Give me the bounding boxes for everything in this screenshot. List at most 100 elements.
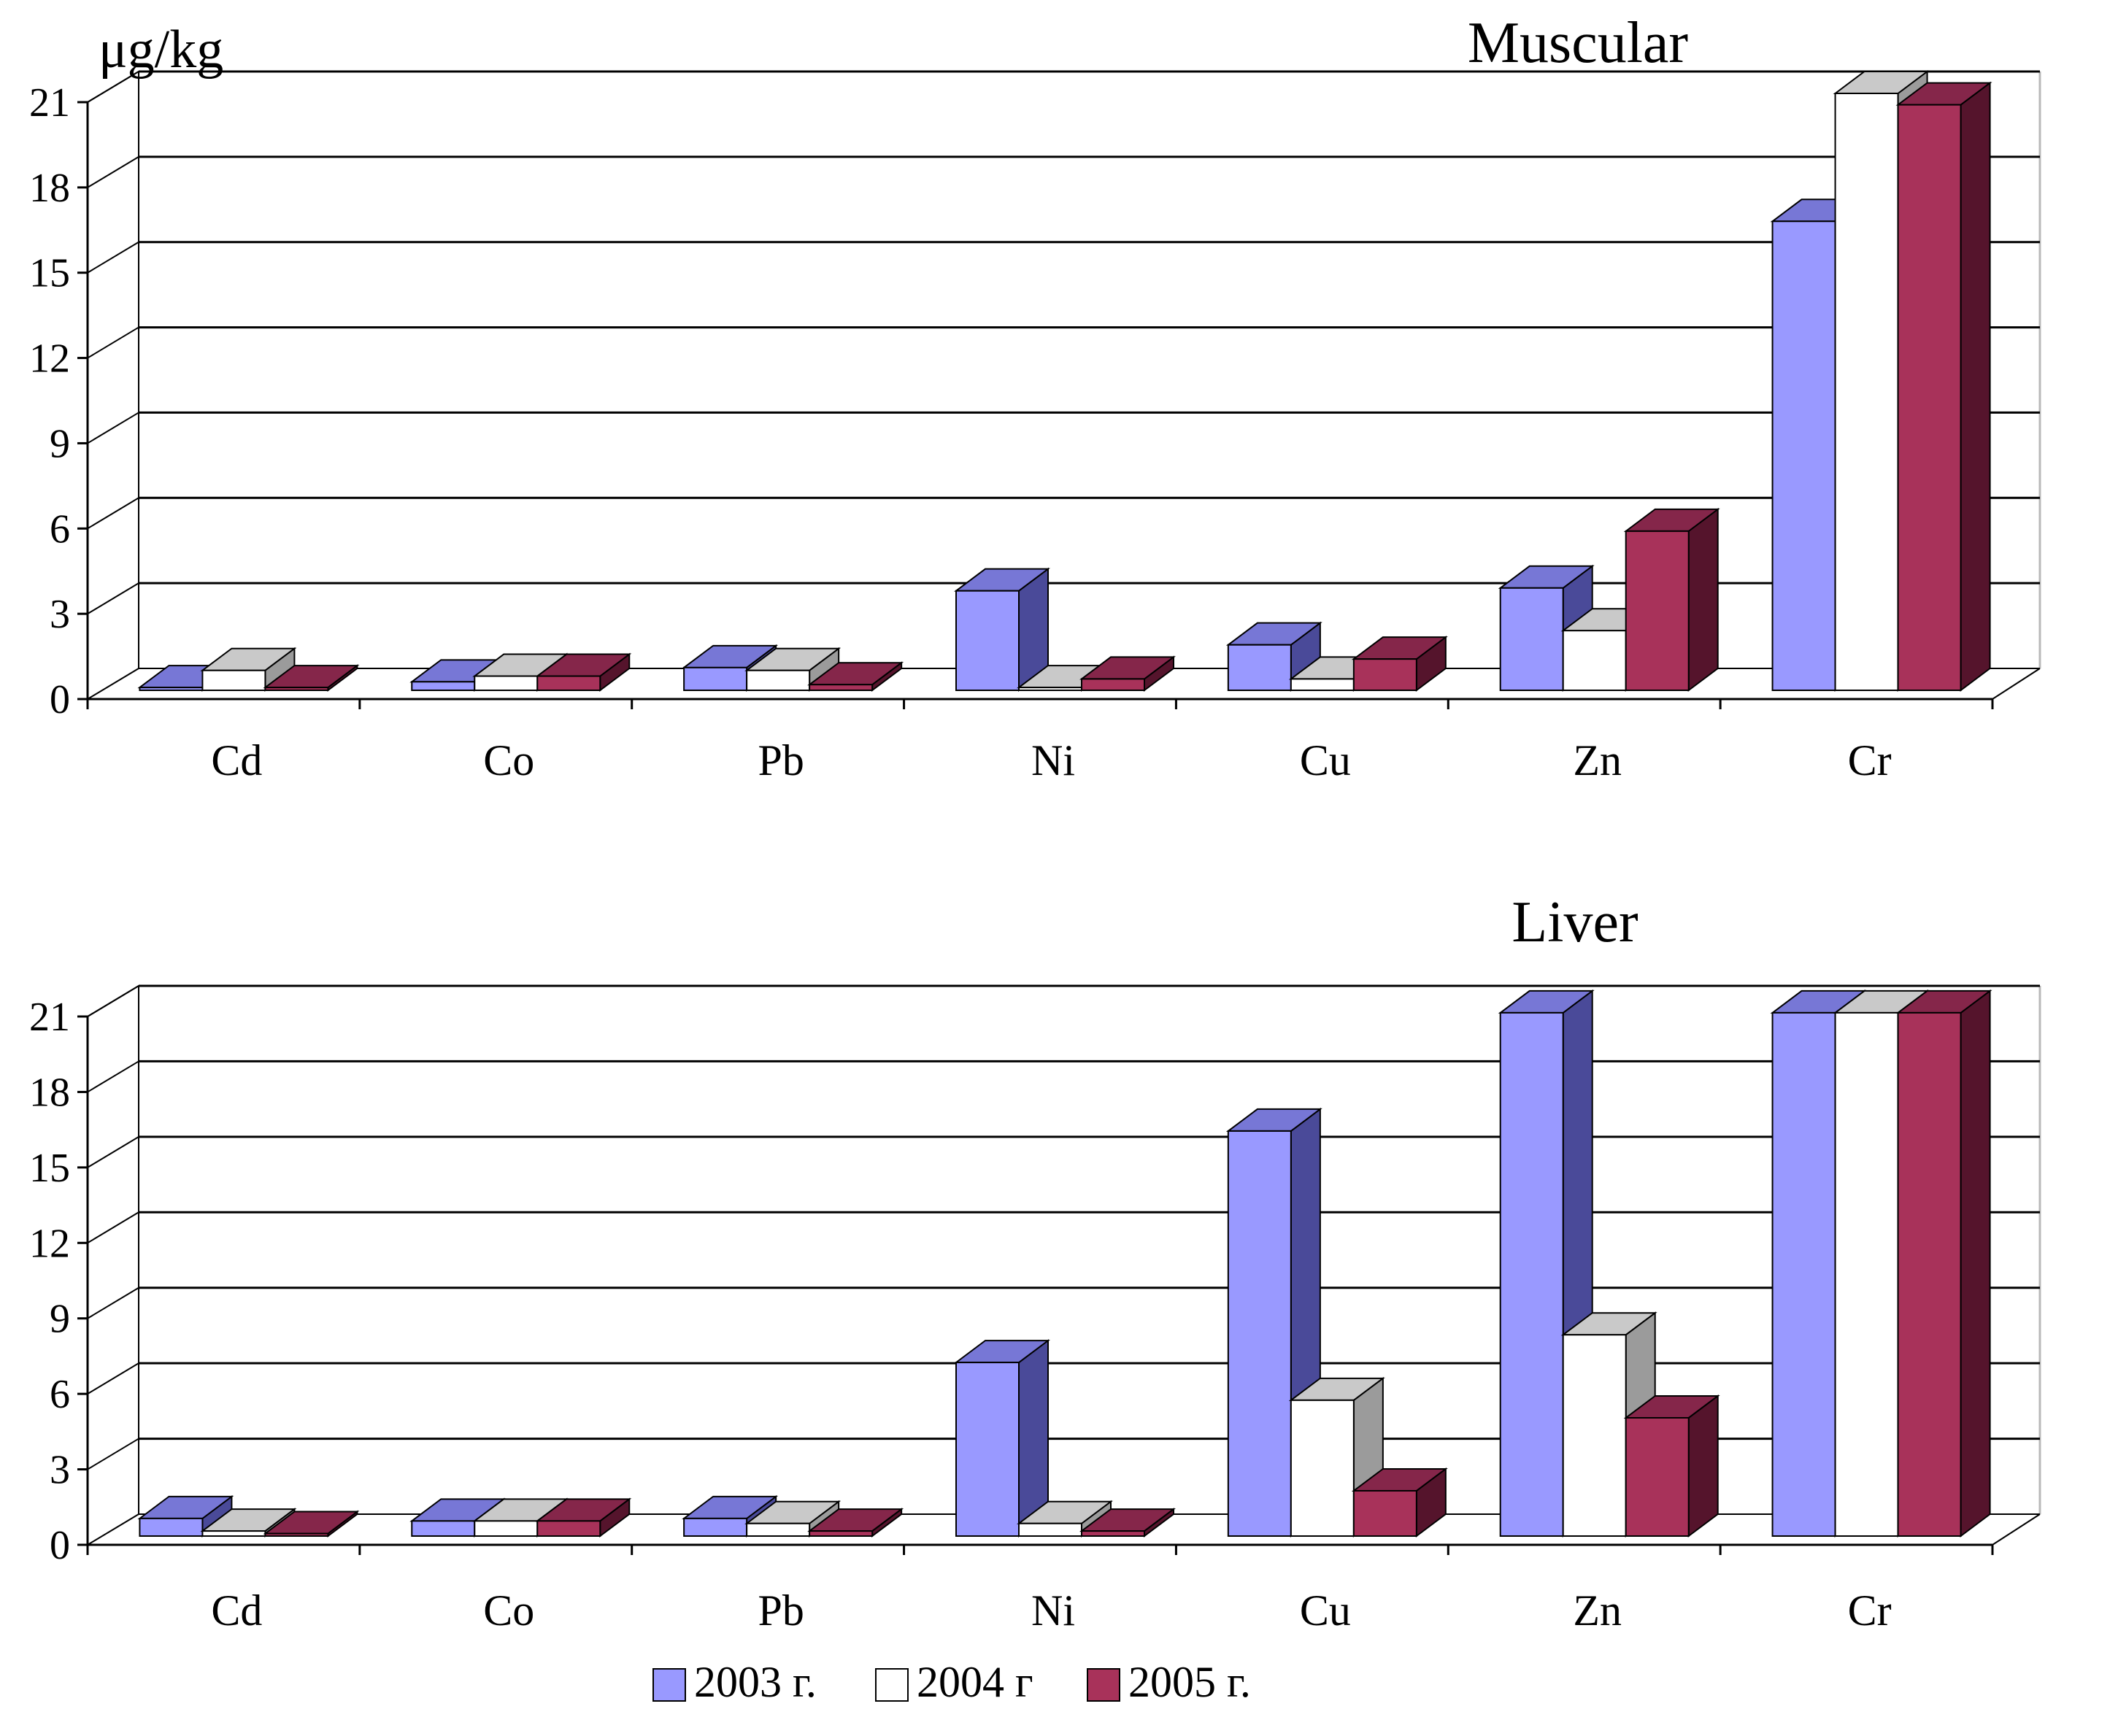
bar-front (1625, 530, 1690, 691)
legend-label-s2003: 2003 г. (694, 1658, 817, 1706)
gridline-diag-12 (87, 326, 139, 359)
bar-co-2005 (535, 1497, 632, 1538)
bar-cd-2003 (137, 1494, 234, 1538)
bar-front (201, 1530, 266, 1537)
y-tick-label-9: 9 (50, 421, 70, 466)
bar-front (1290, 678, 1355, 692)
bar-front (1499, 587, 1564, 691)
x-tick-label-cr: Cr (1848, 736, 1892, 784)
x-tick-label-zn: Zn (1573, 736, 1622, 784)
bar-front (1227, 1130, 1292, 1537)
bar-ni-2005 (1079, 1508, 1176, 1538)
y-tick-label-3: 3 (50, 1448, 70, 1493)
bar-front (1834, 93, 1899, 691)
x-tick-label-zn: Zn (1573, 1586, 1622, 1635)
gridline-diag-21 (87, 985, 139, 1017)
y-unit-label: μg/kg (99, 20, 223, 80)
bar-cd-2005 (263, 664, 360, 692)
bar-front (1625, 1416, 1690, 1538)
gridline-diag-6 (87, 1362, 139, 1395)
x-tick-label-cu: Cu (1300, 1586, 1351, 1635)
bar-front (809, 1530, 874, 1537)
gridline-diag-12 (87, 1211, 139, 1244)
bar-front (1227, 644, 1292, 692)
gridline-diag-9 (87, 1286, 139, 1319)
bar-front (139, 687, 204, 691)
bar-front (1897, 1011, 1962, 1537)
bar-cd-2004 (200, 647, 297, 692)
side-wall (87, 70, 139, 701)
y-tick-label-0: 0 (50, 1523, 70, 1568)
legend-label-s2004: 2004 г (917, 1658, 1033, 1706)
bar-cr-2005 (1895, 81, 1992, 692)
x-tick-label-cr: Cr (1848, 1586, 1892, 1635)
bar-front (809, 684, 874, 692)
bar-front (683, 1517, 748, 1538)
x-tick-label-pb: Pb (758, 736, 804, 784)
y-tick-label-0: 0 (50, 677, 70, 722)
x-tick-label-ni: Ni (1031, 1586, 1075, 1635)
y-tick-label-15: 15 (29, 251, 70, 296)
legend-label-s2005: 2005 г. (1128, 1658, 1251, 1706)
bar-cd-2005 (263, 1510, 360, 1538)
bar-side (1687, 1394, 1719, 1538)
bar-front (1771, 220, 1836, 691)
bar-side (1960, 81, 1991, 692)
bar-pb-2005 (807, 661, 904, 692)
y-tick-label-18: 18 (29, 1070, 70, 1115)
x-tick-label-cd: Cd (211, 736, 262, 784)
bar-front (1499, 1011, 1564, 1537)
bar-front (1081, 1530, 1145, 1537)
x-tick-label-cu: Cu (1300, 736, 1351, 784)
bar-front (955, 590, 1020, 692)
legend-item-2005: 2005 г. (1087, 1658, 1251, 1706)
y-tick-label-6: 6 (50, 506, 70, 552)
bar-front (1081, 678, 1145, 692)
y-tick-label-21: 21 (29, 995, 70, 1040)
y-tick-label-3: 3 (50, 592, 70, 637)
bar-front (1018, 687, 1082, 691)
bar-front (955, 1362, 1020, 1537)
bar-cu-2005 (1351, 636, 1448, 692)
x-tick-label-co: Co (483, 736, 534, 784)
gridline-diag-15 (87, 241, 139, 274)
x-tick-label-cd: Cd (211, 1586, 262, 1635)
chart-title-muscular: Muscular (1468, 11, 1688, 75)
gridline-diag-15 (87, 1135, 139, 1168)
legend-item-2004: 2004 г (875, 1658, 1033, 1706)
gridline-diag-21 (87, 71, 139, 103)
bar-cr-2003 (1770, 989, 1867, 1538)
bar-front (1562, 630, 1627, 692)
bar-front (1562, 1334, 1627, 1537)
legend-item-2003: 2003 г. (652, 1658, 817, 1706)
bar-front (1018, 1522, 1082, 1538)
bar-front (139, 1517, 204, 1538)
y-tick-label-12: 12 (29, 336, 70, 382)
bar-front (1290, 1399, 1355, 1538)
bar-front (1352, 1489, 1417, 1538)
floor-right-edge (1992, 668, 2041, 700)
gridline-diag-18 (87, 155, 139, 188)
plot-liver: 0 3 6 9 12 15 18 21 Cd Co Pb Ni Cu Zn Cr (29, 984, 2041, 1635)
bar-front (264, 1532, 329, 1538)
gridline-diag-6 (87, 497, 139, 530)
bar-pb-2005 (807, 1508, 904, 1538)
bar-ni-2003 (954, 567, 1050, 692)
bar-cu-2005 (1351, 1467, 1448, 1538)
x-tick-label-co: Co (483, 1586, 534, 1635)
bar-front (746, 1522, 811, 1538)
bar-front (411, 681, 476, 691)
bar-zn-2005 (1623, 507, 1720, 692)
gridline-diag-18 (87, 1060, 139, 1093)
bar-front (683, 666, 748, 691)
chart-title-liver: Liver (1512, 890, 1638, 954)
bar-front (411, 1520, 476, 1537)
floor-right-edge (1992, 1513, 2041, 1546)
bar-front (536, 675, 601, 691)
bar-front (1834, 1011, 1899, 1537)
legend-swatch-s2003 (652, 1668, 686, 1702)
bar-front (264, 687, 329, 691)
y-tick-label-21: 21 (29, 80, 70, 126)
bar-cr-2005 (1895, 989, 1992, 1538)
